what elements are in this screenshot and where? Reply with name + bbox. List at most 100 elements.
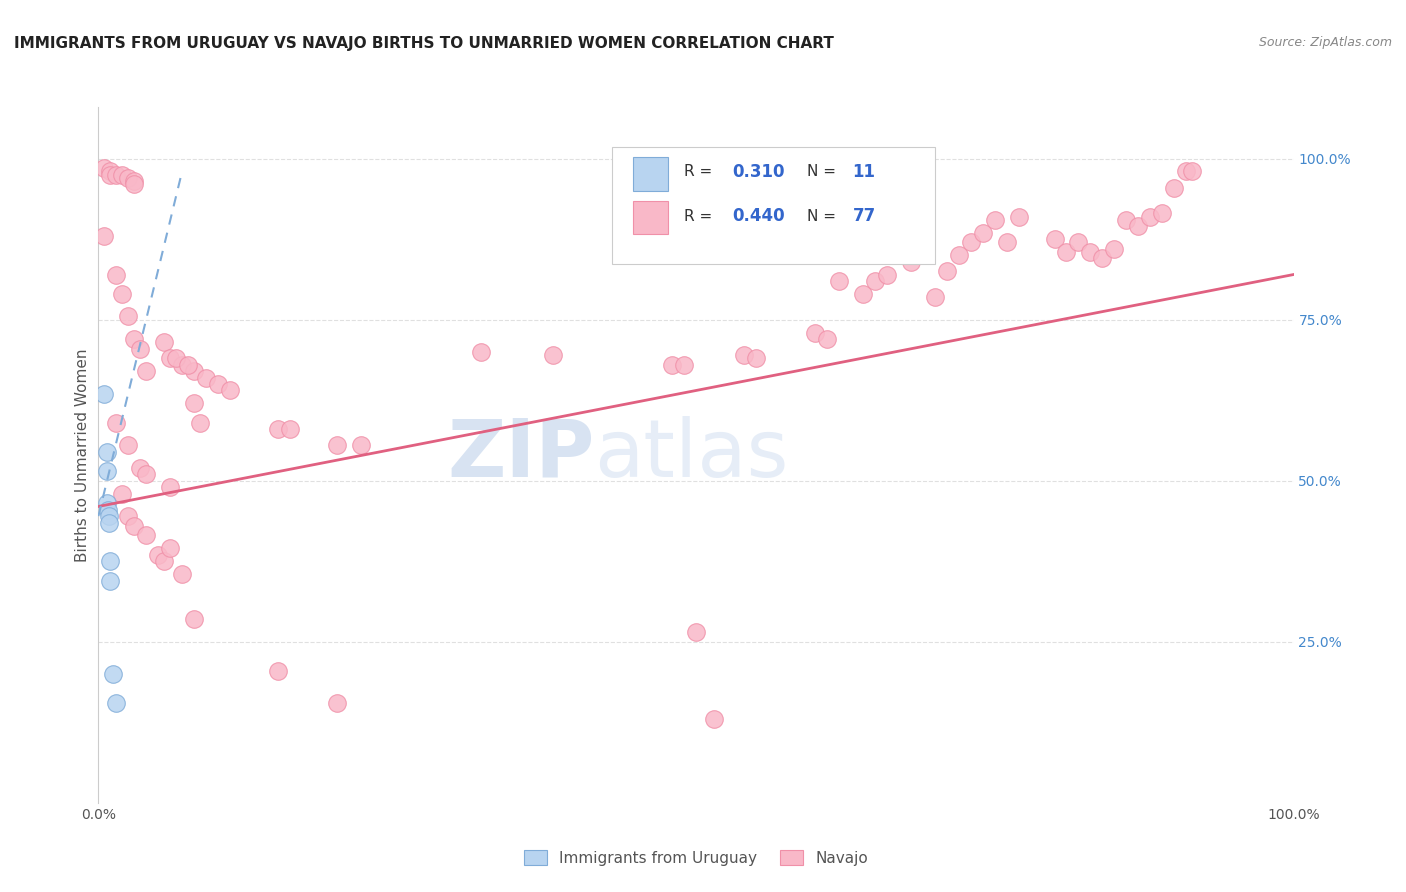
Point: [93, 228, 115, 243]
Point: [1139, 210, 1161, 224]
Point: [93, 386, 115, 401]
Point: [98, 574, 122, 588]
FancyBboxPatch shape: [633, 157, 668, 191]
Point: [188, 416, 211, 430]
Point: [936, 264, 959, 278]
Point: [153, 554, 176, 568]
Text: N =: N =: [807, 209, 837, 224]
Point: [105, 416, 128, 430]
Point: [207, 377, 229, 392]
Point: [972, 226, 994, 240]
Point: [852, 286, 875, 301]
Point: [105, 696, 128, 710]
Point: [105, 268, 128, 282]
Point: [984, 212, 1007, 227]
Point: [124, 518, 146, 533]
Text: 0.310: 0.310: [733, 162, 785, 181]
Point: [1163, 180, 1185, 194]
Point: [815, 332, 838, 346]
Point: [661, 358, 683, 372]
Point: [124, 178, 146, 192]
Point: [350, 438, 373, 452]
Point: [876, 268, 898, 282]
Point: [117, 509, 139, 524]
Point: [745, 351, 768, 366]
Point: [183, 364, 205, 378]
Point: [1008, 210, 1031, 224]
Point: [129, 342, 152, 356]
Point: [97, 502, 120, 516]
Point: [267, 664, 290, 678]
Point: [117, 438, 139, 452]
Text: N =: N =: [807, 164, 837, 179]
Point: [183, 612, 205, 626]
Point: [105, 168, 128, 182]
Text: ZIP: ZIP: [447, 416, 595, 494]
FancyBboxPatch shape: [633, 201, 668, 235]
Legend: Immigrants from Uruguay, Navajo: Immigrants from Uruguay, Navajo: [517, 844, 875, 871]
Point: [1067, 235, 1090, 250]
Point: [153, 335, 176, 350]
Point: [177, 358, 200, 372]
Point: [111, 486, 134, 500]
Point: [124, 332, 146, 346]
Point: [995, 235, 1018, 250]
Point: [98, 164, 122, 178]
Point: [1043, 232, 1066, 246]
Text: atlas: atlas: [595, 416, 789, 494]
Point: [159, 541, 181, 556]
Point: [470, 344, 492, 359]
Text: IMMIGRANTS FROM URUGUAY VS NAVAJO BIRTHS TO UNMARRIED WOMEN CORRELATION CHART: IMMIGRANTS FROM URUGUAY VS NAVAJO BIRTHS…: [14, 36, 834, 51]
FancyBboxPatch shape: [613, 146, 935, 264]
Point: [159, 480, 181, 494]
Point: [159, 351, 181, 366]
Point: [172, 567, 194, 582]
Text: 0.440: 0.440: [733, 207, 785, 226]
Point: [960, 235, 983, 250]
Point: [1181, 164, 1204, 178]
Point: [96, 496, 118, 510]
Point: [703, 712, 725, 726]
Point: [183, 396, 205, 410]
Point: [96, 444, 118, 458]
Point: [900, 254, 922, 268]
Point: [804, 326, 827, 340]
Point: [326, 438, 349, 452]
Point: [1128, 219, 1150, 234]
Point: [165, 351, 187, 366]
Point: [148, 548, 170, 562]
Text: R =: R =: [685, 164, 713, 179]
Point: [98, 509, 121, 524]
Point: [101, 667, 124, 681]
Point: [172, 358, 194, 372]
Point: [117, 310, 139, 324]
Point: [1152, 206, 1174, 220]
Point: [1175, 164, 1198, 178]
Point: [219, 384, 242, 398]
Point: [98, 516, 121, 530]
Text: Source: ZipAtlas.com: Source: ZipAtlas.com: [1258, 36, 1392, 49]
Point: [195, 370, 218, 384]
Point: [1104, 242, 1126, 256]
Point: [98, 554, 122, 568]
Point: [326, 696, 349, 710]
Point: [93, 161, 115, 176]
Point: [111, 286, 134, 301]
Point: [948, 248, 970, 262]
Text: 11: 11: [852, 162, 876, 181]
Point: [129, 460, 152, 475]
Point: [124, 174, 146, 188]
Point: [924, 290, 946, 304]
Point: [673, 358, 696, 372]
Text: R =: R =: [685, 209, 713, 224]
Point: [1080, 244, 1102, 259]
Point: [1115, 212, 1137, 227]
Point: [865, 274, 887, 288]
Point: [111, 168, 134, 182]
Point: [135, 467, 157, 482]
Text: 77: 77: [852, 207, 876, 226]
Point: [98, 168, 122, 182]
Point: [135, 528, 157, 542]
Point: [96, 464, 118, 478]
Point: [135, 364, 157, 378]
